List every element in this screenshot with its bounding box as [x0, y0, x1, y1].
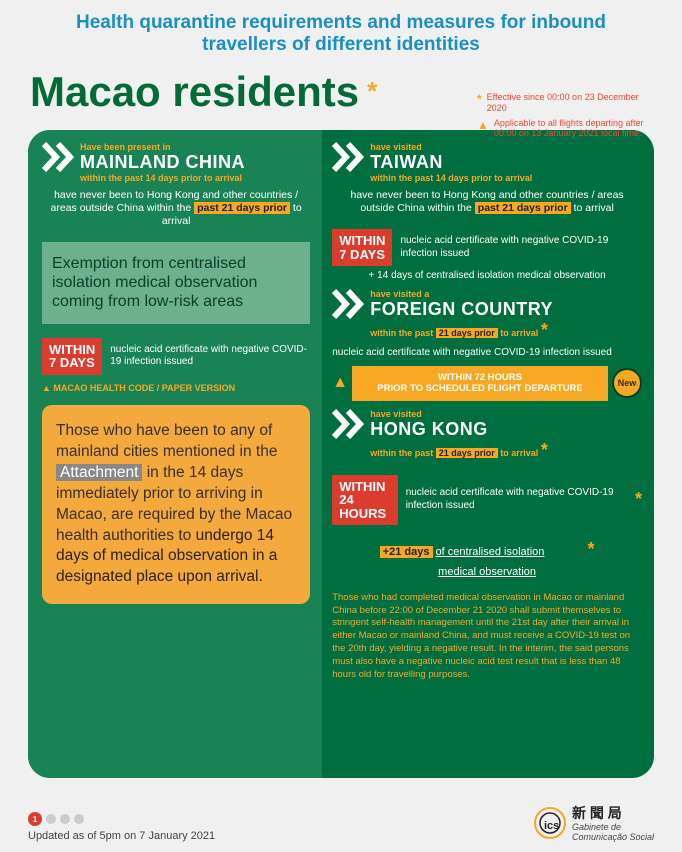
exemption-box: Exemption from centralised isolation med…	[42, 242, 310, 324]
hk-sub2hl: 21 days prior	[436, 448, 498, 458]
hk-within-row: WITHIN 24 HOURS nucleic acid certificate…	[332, 475, 642, 526]
taiwan-within-badge: WITHIN 7 DAYS	[332, 229, 392, 266]
attach-hl: Attachment	[56, 464, 142, 481]
pager: 1	[28, 812, 215, 826]
asterisk-icon: *	[367, 76, 377, 107]
hk-sub2a: within the past	[370, 448, 433, 458]
svg-text:ics: ics	[544, 820, 559, 832]
attachment-box: Those who have been to any of mainland c…	[42, 405, 310, 604]
asterisk-icon: *	[541, 320, 548, 340]
hk-within-text: nucleic acid certificate with negative C…	[406, 487, 627, 512]
chevron-icon	[42, 142, 74, 172]
hk-name: HONG KONG	[370, 419, 548, 440]
foreign-cert: nucleic acid certificate with negative C…	[332, 347, 642, 360]
taiwan-desc-b: to arrival	[574, 202, 614, 214]
taiwan-header: have visited TAIWAN within the past 14 d…	[332, 142, 642, 183]
hk-header: have visited HONG KONG within the past 2…	[332, 409, 642, 461]
hk-sub2b: to arrival	[500, 448, 538, 458]
within-text: nucleic acid certificate with negative C…	[110, 344, 310, 369]
hk-sub1: have visited	[370, 409, 548, 419]
health-code-note: ▲ MACAO HEALTH CODE / PAPER VERSION	[42, 383, 310, 393]
hk-within-badge: WITHIN 24 HOURS	[332, 475, 397, 526]
taiwan-obs: + 14 days of centralised isolation medic…	[332, 270, 642, 281]
obs21-hl: +21 days	[380, 546, 433, 558]
left-column: Have been present in MAINLAND CHINA with…	[28, 130, 322, 778]
obs21-u2: medical observation	[438, 566, 536, 578]
foreign-name: FOREIGN COUNTRY	[370, 299, 553, 320]
taiwan-name: TAIWAN	[370, 152, 532, 173]
effective-notes: * Effective since 00:00 on 23 December 2…	[477, 92, 652, 143]
fine-print: Those who had completed medical observat…	[332, 592, 642, 682]
mainland-header: Have been present in MAINLAND CHINA with…	[42, 142, 310, 183]
hours72b: PRIOR TO SCHEDULED FLIGHT DEPARTURE	[360, 383, 600, 394]
taiwan-hl: past 21 days prior	[475, 202, 571, 214]
hours72-box: WITHIN 72 HOURS PRIOR TO SCHEDULED FLIGH…	[352, 366, 608, 401]
mainland-hl: past 21 days prior	[194, 202, 290, 214]
mainland-desc: have never been to Hong Kong and other c…	[42, 189, 310, 228]
triangle-icon: ▲	[477, 118, 489, 140]
gcs-logo-icon: ics	[532, 805, 568, 841]
taiwan-sub2: within the past 14 days prior to arrival	[370, 173, 532, 183]
taiwan-within-row: WITHIN 7 DAYS nucleic acid certificate w…	[332, 229, 642, 266]
taiwan-desc: have never been to Hong Kong and other c…	[332, 189, 642, 215]
footer: 1 Updated as of 5pm on 7 January 2021 ic…	[28, 803, 654, 842]
effective-text: Effective since 00:00 on 23 December 202…	[487, 92, 652, 114]
applicable-text: Applicable to all flights departing afte…	[494, 118, 652, 140]
main-title: Macao residents	[30, 68, 359, 116]
attach-p1: Those who have been to any of mainland c…	[56, 422, 277, 460]
page-dot	[74, 814, 84, 824]
obs21-block: +21 days of centralised isolation * medi…	[332, 535, 642, 581]
foreign-sub2hl: 21 days prior	[436, 328, 498, 338]
hk-sub2: within the past 21 days prior to arrival…	[370, 440, 548, 461]
asterisk-icon: *	[541, 440, 548, 460]
chevron-icon	[332, 289, 364, 319]
asterisk-icon: *	[635, 489, 642, 510]
foreign-sub2a: within the past	[370, 328, 433, 338]
within-7days-row: WITHIN 7 DAYS nucleic acid certificate w…	[42, 338, 310, 375]
chevron-icon	[332, 409, 364, 439]
updated-text: Updated as of 5pm on 7 January 2021	[28, 830, 215, 842]
mainland-sub2: within the past 14 days prior to arrival	[80, 173, 245, 183]
gcs-cn: 新 聞 局	[572, 803, 654, 823]
taiwan-within-text: nucleic acid certificate with negative C…	[400, 235, 642, 260]
gcs-text: 新 聞 局 Gabinete de Comunicação Social	[572, 803, 654, 842]
hours72-row: ▲ WITHIN 72 HOURS PRIOR TO SCHEDULED FLI…	[332, 366, 642, 401]
foreign-header: have visited a FOREIGN COUNTRY within th…	[332, 289, 642, 341]
new-badge: New	[612, 368, 642, 398]
foreign-name-row: FOREIGN COUNTRY	[370, 299, 553, 320]
taiwan-sub1: have visited	[370, 142, 532, 152]
within-badge: WITHIN 7 DAYS	[42, 338, 102, 375]
triangle-icon: ▲	[332, 374, 348, 392]
page-dot	[46, 814, 56, 824]
gcs-logo: ics 新 聞 局 Gabinete de Comunicação Social	[532, 803, 654, 842]
right-column: have visited TAIWAN within the past 14 d…	[322, 130, 654, 778]
mainland-sub1: Have been present in	[80, 142, 245, 152]
foreign-sub1: have visited a	[370, 289, 553, 299]
obs21-u: of centralised isolation	[436, 546, 545, 558]
hours72a: WITHIN 72 HOURS	[360, 372, 600, 383]
gcs-pt2: Comunicação Social	[572, 833, 654, 842]
foreign-sub2: within the past 21 days prior to arrival…	[370, 320, 553, 341]
info-card: Have been present in MAINLAND CHINA with…	[28, 130, 654, 778]
footer-left: 1 Updated as of 5pm on 7 January 2021	[28, 812, 215, 842]
header-title: Health quarantine requirements and measu…	[0, 0, 682, 60]
asterisk-icon: *	[477, 92, 482, 114]
mainland-name: MAINLAND CHINA	[80, 152, 245, 173]
page-dot-active: 1	[28, 812, 42, 826]
asterisk-icon: *	[587, 539, 594, 559]
page-dot	[60, 814, 70, 824]
foreign-sub2b: to arrival	[500, 328, 538, 338]
chevron-icon	[332, 142, 364, 172]
